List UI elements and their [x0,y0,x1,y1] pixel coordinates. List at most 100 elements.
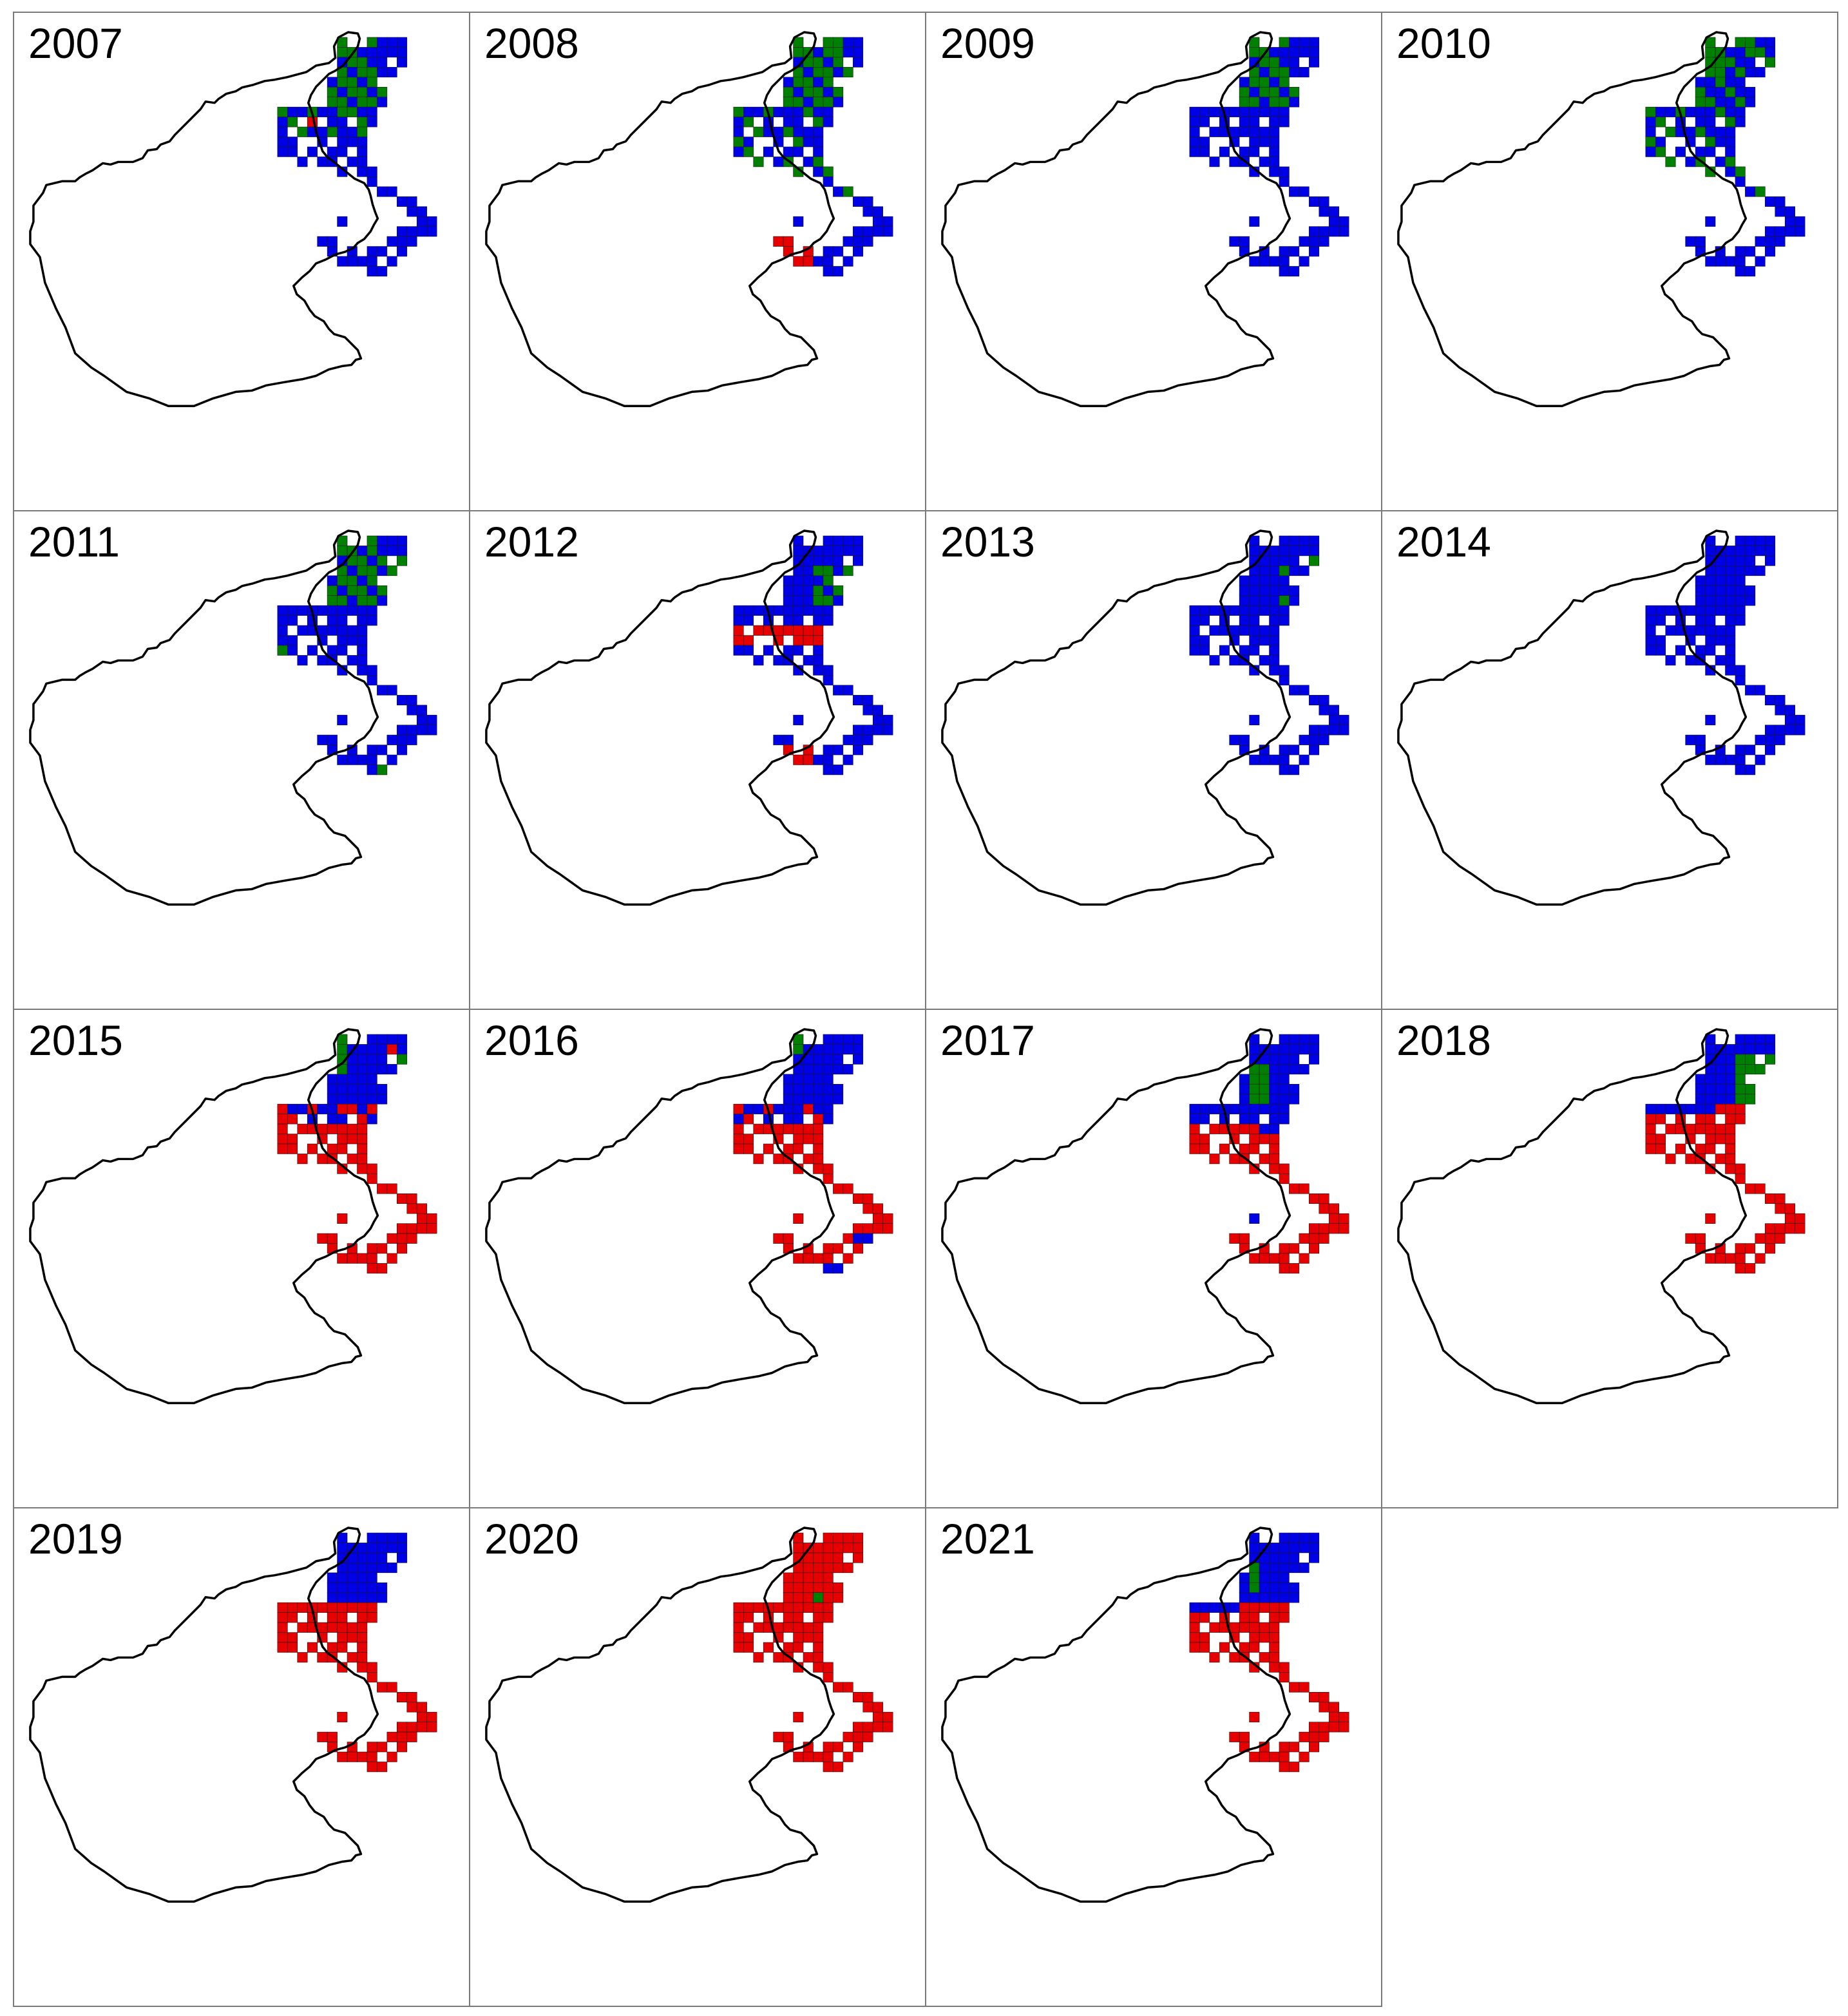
grid-cell [277,1622,288,1633]
grid-cell [367,1103,377,1114]
grid-cell [1715,625,1726,636]
grid-cell [1705,1213,1716,1224]
grid-cell [1715,754,1726,765]
grid-cell [367,1572,377,1583]
grid-cell [1775,1223,1786,1234]
grid-cell [287,1602,298,1613]
grid-cell [882,226,893,237]
grid-cell [337,645,348,656]
grid-cell [426,226,437,237]
grid-cell [1775,694,1786,706]
grid-cell [783,1731,794,1742]
grid-cell [1715,157,1726,167]
grid-cell [1715,1103,1726,1114]
grid-cell [1775,725,1786,736]
grid-cell [1279,86,1290,98]
grid-cell [1309,725,1320,736]
grid-cell [1269,157,1280,167]
grid-cell [397,734,408,745]
grid-cell [347,566,357,576]
grid-cell [1239,97,1250,108]
grid-cell [743,1612,754,1623]
grid-cell [337,575,348,586]
grid-cell [327,1074,338,1085]
grid-cell [1279,615,1290,626]
year-label: 2010 [1396,19,1491,67]
grid-cell [287,1612,298,1623]
grid-cell [1309,694,1320,706]
grid-cell [357,1154,368,1165]
grid-cell [733,1134,744,1145]
grid-cell [1645,605,1656,616]
grid-cell [347,67,357,78]
grid-cell [406,734,417,745]
grid-cell [426,216,437,227]
grid-cell [783,605,794,616]
grid-cell [1249,1711,1260,1722]
grid-cell [853,57,864,68]
grid-cell [753,1652,764,1663]
year-panel-2011: 2011 [13,510,470,1010]
grid-cell [1239,86,1250,98]
grid-cell [1328,725,1339,736]
grid-cell [277,1114,288,1125]
grid-cell [337,1602,348,1613]
grid-cell [823,77,834,88]
grid-cell [1279,1054,1290,1065]
grid-cell [367,67,377,78]
grid-cell [1289,1592,1300,1603]
grid-cell [1279,1563,1290,1574]
grid-cell [1735,675,1746,686]
grid-cell [823,1563,834,1574]
grid-cell [386,1034,397,1045]
grid-cell [367,266,377,277]
grid-cell [823,67,834,78]
grid-cell [367,1662,377,1673]
grid-cell [1695,106,1706,117]
region-map [485,31,893,408]
grid-cell [317,1154,328,1165]
grid-cell [1328,216,1339,227]
grid-cell [843,1253,853,1264]
grid-cell [1665,625,1676,636]
grid-cell [1745,566,1756,576]
grid-cell [783,1123,794,1134]
grid-cell [406,206,417,217]
grid-cell [1289,1064,1300,1075]
grid-cell [1765,694,1776,706]
grid-cell [337,546,348,556]
grid-cell [803,585,814,596]
grid-cell [1269,575,1280,586]
grid-cell [1249,1094,1260,1105]
grid-cell [386,685,397,696]
grid-cell [882,1711,893,1722]
grid-cell [803,256,814,267]
grid-cell [1725,86,1736,98]
grid-cell [1655,1134,1666,1145]
grid-cell [1705,546,1716,556]
grid-cell [397,1223,408,1234]
grid-cell [327,1083,338,1095]
grid-cell [1229,1103,1240,1114]
grid-cell [793,117,804,128]
grid-cell [1319,1722,1329,1733]
grid-cell [1745,47,1756,58]
grid-cell [1249,1253,1260,1264]
grid-cell [1309,196,1320,207]
grid-cell [753,625,764,636]
grid-cell [357,585,368,596]
grid-cell [367,106,377,117]
grid-cell [1745,1183,1756,1194]
grid-cell [783,97,794,108]
grid-cell [1249,1123,1260,1134]
grid-cell [813,146,824,157]
grid-cell [337,117,348,128]
grid-cell [833,37,844,48]
grid-cell [1249,1114,1260,1125]
region-map [29,529,437,906]
grid-cell [793,146,804,157]
grid-cell [357,605,368,616]
grid-cell [287,635,298,646]
grid-cell [813,106,824,117]
grid-cell [1289,1263,1300,1274]
